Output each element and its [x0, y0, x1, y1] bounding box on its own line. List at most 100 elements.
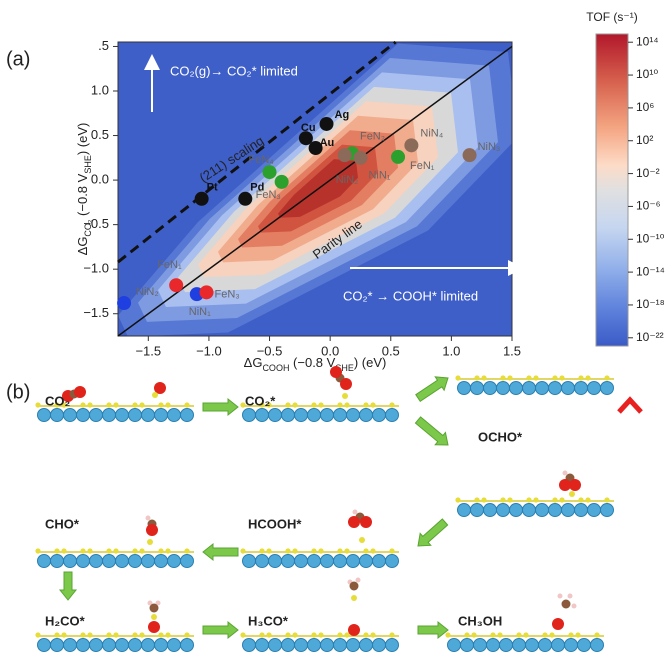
- slab-atom-s: [165, 548, 171, 554]
- adsorbate-atom: [569, 491, 575, 497]
- step-label: CO₂*: [245, 393, 276, 408]
- slab-atom-s: [80, 632, 86, 638]
- slab-atom: [372, 638, 386, 652]
- slab-atom: [561, 381, 575, 395]
- slab-atom: [242, 554, 256, 568]
- slab-atom: [483, 503, 497, 517]
- slab-atom: [473, 638, 487, 652]
- slab-atom-s: [266, 548, 272, 554]
- step-label: HCOOH*: [248, 516, 302, 531]
- point: [353, 150, 368, 165]
- point-label: FeN₄: [249, 154, 275, 166]
- slab-atom: [281, 638, 295, 652]
- slab-atom-s: [132, 548, 138, 554]
- slab-atom-s: [113, 632, 119, 638]
- slab-atom: [50, 554, 64, 568]
- point-label: FeN₁: [410, 160, 435, 172]
- slab-atom-s: [139, 548, 145, 554]
- slab-atom: [600, 381, 614, 395]
- slab-atom-s: [54, 632, 60, 638]
- slab-atom: [457, 503, 471, 517]
- slab-atom: [102, 408, 116, 422]
- slab-atom-s: [80, 548, 86, 554]
- y-tick-label: 1.0: [91, 82, 109, 97]
- slab-atom-s: [526, 497, 532, 503]
- slab-atom-s: [259, 548, 265, 554]
- point: [337, 148, 352, 163]
- colorbar-tick-label: 10¹⁴: [636, 34, 659, 48]
- slab-atom-s: [552, 375, 558, 381]
- slab-atom: [76, 408, 90, 422]
- point-label: NiN₁: [189, 306, 211, 318]
- slab-atom: [268, 638, 282, 652]
- slab-atom: [102, 638, 116, 652]
- slab-atom: [115, 638, 129, 652]
- slab-atom-s: [54, 402, 60, 408]
- slab-atom-s: [474, 375, 480, 381]
- adsorbate-atom: [552, 618, 564, 630]
- slab-atom: [496, 381, 510, 395]
- slab-atom: [535, 503, 549, 517]
- slab-atom: [255, 408, 269, 422]
- adsorbate-atom: [561, 599, 571, 609]
- adsorbate-atom: [351, 595, 357, 601]
- step-arrow: [417, 518, 449, 547]
- slab-atom: [457, 381, 471, 395]
- adsorbate-atom: [145, 515, 151, 521]
- slab-atom-s: [549, 632, 555, 638]
- slab-atom: [50, 638, 64, 652]
- slab-atom-s: [542, 632, 548, 638]
- reference-line: [117, 40, 397, 264]
- slab-atom-s: [481, 497, 487, 503]
- panel-label: (a): [6, 48, 30, 70]
- step-arrow: [58, 571, 78, 601]
- adsorbate-atom: [330, 366, 342, 378]
- point-label: NiN₂: [136, 286, 159, 298]
- slab-atom: [346, 408, 360, 422]
- slab-atom-s: [35, 402, 41, 408]
- colorbar-tick-label: 10²: [636, 133, 653, 147]
- colorbar-tick-label: 10⁻¹⁸: [636, 297, 665, 311]
- step-arrow: [202, 620, 239, 640]
- slab-atom: [63, 554, 77, 568]
- slab-atom-s: [311, 402, 317, 408]
- slab-atom-s: [259, 402, 265, 408]
- point-label: FeN₃: [214, 288, 239, 300]
- slab-atom: [470, 381, 484, 395]
- slab-atom-s: [337, 632, 343, 638]
- point-label: NiN₁: [368, 170, 390, 182]
- point: [194, 191, 209, 206]
- slab-atom: [512, 638, 526, 652]
- adsorbate-atom: [151, 614, 157, 620]
- slab-atom-s: [184, 548, 190, 554]
- point: [298, 131, 313, 146]
- y-tick-label: −1.0: [83, 261, 109, 276]
- y-tick-label: .5: [98, 38, 109, 53]
- slab-atom-s: [344, 548, 350, 554]
- slab-atom-s: [389, 548, 395, 554]
- slab-atom-s: [578, 497, 584, 503]
- slab-atom-s: [87, 632, 93, 638]
- slab-atom-s: [266, 402, 272, 408]
- colorbar-tick-label: 10⁻¹⁰: [636, 231, 665, 245]
- slab-atom: [281, 554, 295, 568]
- slab-atom-s: [87, 548, 93, 554]
- slab-atom: [89, 638, 103, 652]
- slab-atom: [76, 638, 90, 652]
- slab-atom: [333, 554, 347, 568]
- slab-atom-s: [266, 632, 272, 638]
- slab-atom: [548, 503, 562, 517]
- slab-atom: [141, 554, 155, 568]
- colorbar-title: TOF (s⁻¹): [586, 10, 637, 24]
- slab-atom-s: [35, 548, 41, 554]
- slab-atom-s: [113, 548, 119, 554]
- slab-atom-s: [344, 402, 350, 408]
- point-label: Pt: [207, 182, 218, 194]
- slab-atom-s: [363, 632, 369, 638]
- point-label: FeN₁: [157, 259, 182, 271]
- step-arrow: [202, 397, 239, 417]
- slab-atom-s: [87, 402, 93, 408]
- slab-atom-s: [500, 497, 506, 503]
- adsorbate-atom: [360, 516, 372, 528]
- slab-atom-s: [533, 497, 539, 503]
